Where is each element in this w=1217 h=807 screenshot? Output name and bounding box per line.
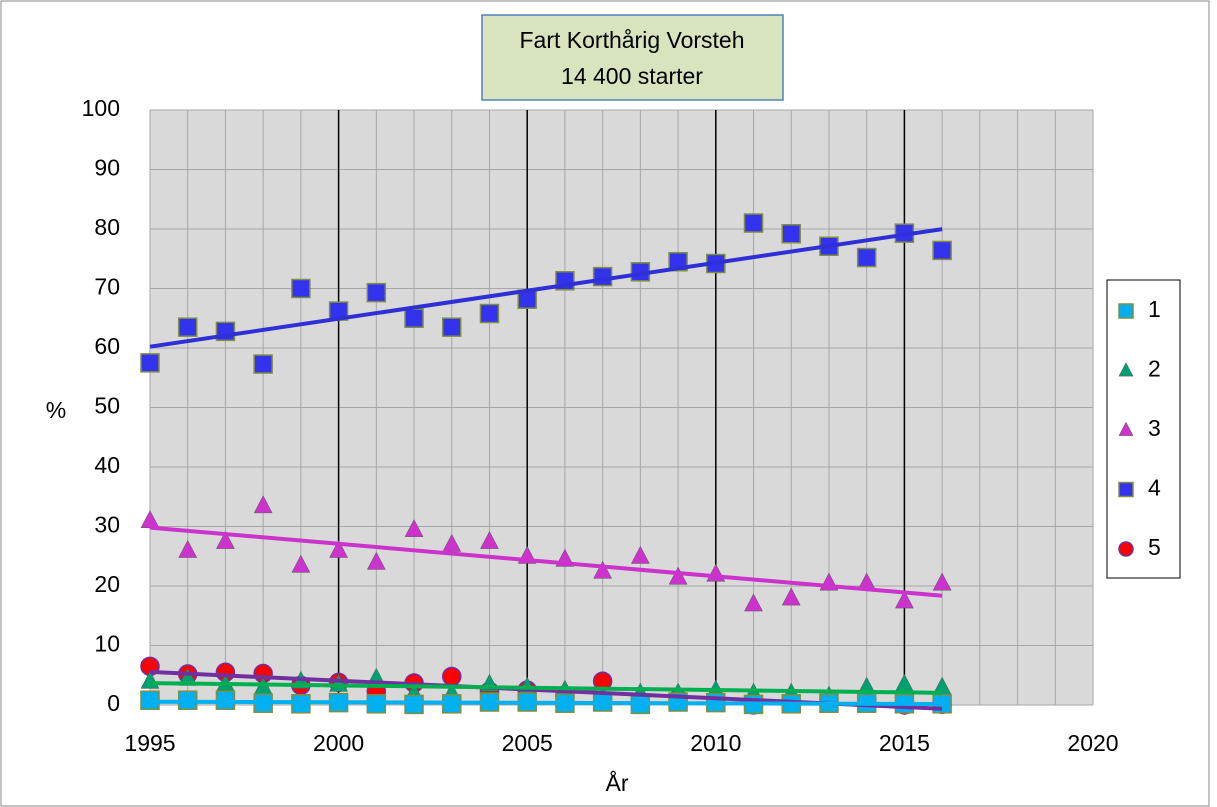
marker xyxy=(404,519,424,537)
marker xyxy=(856,247,877,268)
y-tick-label: 50 xyxy=(94,393,120,419)
trendline xyxy=(149,227,943,349)
marker xyxy=(442,317,462,337)
marker xyxy=(1118,362,1134,377)
marker xyxy=(216,530,235,549)
legend-label: 2 xyxy=(1148,356,1161,382)
y-tick-label: 100 xyxy=(82,95,120,121)
marker xyxy=(178,539,198,558)
title-box xyxy=(481,14,784,101)
marker xyxy=(1118,421,1134,436)
y-tick-label: 90 xyxy=(94,155,120,181)
marker xyxy=(668,566,688,585)
y-tick-label: 60 xyxy=(94,333,120,359)
x-tick-label: 2010 xyxy=(690,730,741,756)
marker xyxy=(781,587,801,606)
marker xyxy=(480,530,499,549)
legend-label: 3 xyxy=(1148,415,1161,441)
marker xyxy=(329,539,349,558)
y-tick-label: 80 xyxy=(94,214,120,240)
marker xyxy=(253,495,273,514)
y-axis-label: % xyxy=(46,397,66,423)
y-tick-label: 30 xyxy=(94,512,120,538)
marker xyxy=(366,282,387,303)
y-tick-label: 20 xyxy=(94,571,120,597)
x-tick-label: 1995 xyxy=(124,730,175,756)
marker xyxy=(781,224,801,244)
x-tick-label: 2005 xyxy=(502,730,553,756)
chart-title: Fart Korthårig Vorsteh xyxy=(520,27,745,53)
legend-label: 1 xyxy=(1148,296,1161,322)
marker xyxy=(140,353,160,373)
marker xyxy=(177,317,198,337)
x-tick-label: 2015 xyxy=(879,730,930,756)
marker xyxy=(366,551,386,570)
marker xyxy=(1118,303,1134,319)
y-tick-label: 0 xyxy=(107,690,120,716)
x-axis-label: År xyxy=(606,769,629,796)
chart-subtitle: 14 400 starter xyxy=(561,63,703,89)
marker xyxy=(630,545,650,564)
marker xyxy=(1118,481,1134,498)
marker xyxy=(291,278,311,299)
marker xyxy=(932,572,952,591)
marker xyxy=(1118,541,1134,557)
x-tick-label: 2020 xyxy=(1067,730,1118,756)
trendline xyxy=(149,525,943,598)
marker xyxy=(894,590,914,609)
y-tick-label: 40 xyxy=(94,452,120,478)
marker xyxy=(479,303,500,324)
marker xyxy=(253,354,273,374)
trendline xyxy=(149,681,943,695)
marker xyxy=(404,308,424,328)
marker xyxy=(743,213,764,233)
legend-label: 4 xyxy=(1148,475,1161,501)
legend-label: 5 xyxy=(1148,534,1161,560)
legend-box xyxy=(1106,279,1181,579)
marker xyxy=(593,560,613,579)
marker xyxy=(932,240,952,261)
y-tick-label: 10 xyxy=(94,631,120,657)
marker xyxy=(291,554,311,573)
y-tick-label: 70 xyxy=(94,274,120,300)
x-tick-label: 2000 xyxy=(313,730,364,756)
trendline xyxy=(149,699,943,706)
marker xyxy=(744,593,763,612)
